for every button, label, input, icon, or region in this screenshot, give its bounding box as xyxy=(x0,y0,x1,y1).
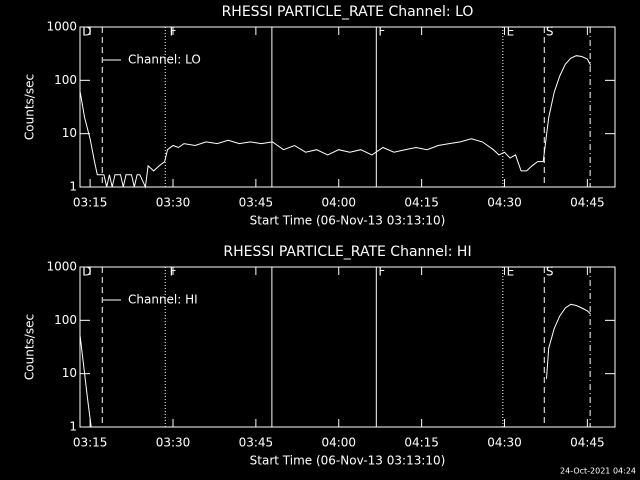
x-tick-label: 03:15 xyxy=(73,196,108,210)
y-tick-label: 100 xyxy=(54,73,77,87)
x-tick-label: 04:45 xyxy=(570,436,605,450)
y-axis-label: Counts/sec xyxy=(23,314,37,380)
x-tick-label: 03:45 xyxy=(239,196,274,210)
y-tick-label: 10 xyxy=(62,366,77,380)
y-tick-label: 1000 xyxy=(46,20,77,34)
x-axis-label: Start Time (06-Nov-13 03:13:10) xyxy=(250,454,446,468)
data-line xyxy=(79,336,92,428)
event-label: F xyxy=(378,265,385,279)
event-label: F xyxy=(170,265,177,279)
legend-label: Channel: HI xyxy=(128,293,198,307)
event-label: S xyxy=(546,265,554,279)
event-label: F xyxy=(170,25,177,39)
y-axis-label: Counts/sec xyxy=(23,74,37,140)
x-tick-label: 03:30 xyxy=(156,196,191,210)
y-tick-label: 100 xyxy=(54,313,77,327)
event-label: E xyxy=(507,265,515,279)
x-tick-label: 04:45 xyxy=(570,196,605,210)
event-label: D xyxy=(82,265,91,279)
y-tick-label: 1 xyxy=(69,420,77,434)
event-label: E xyxy=(507,25,515,39)
event-label: S xyxy=(546,25,554,39)
x-tick-label: 04:00 xyxy=(321,436,356,450)
footer: 24-Oct-2021 04:24 xyxy=(560,467,636,476)
y-tick-label: 1 xyxy=(69,180,77,194)
chart-title: RHESSI PARTICLE_RATE Channel: LO xyxy=(222,4,474,20)
event-label: D xyxy=(82,25,91,39)
x-tick-label: 04:15 xyxy=(404,196,439,210)
y-tick-label: 1000 xyxy=(46,260,77,274)
x-tick-label: 04:30 xyxy=(487,436,522,450)
x-tick-label: 04:15 xyxy=(404,436,439,450)
x-axis-label: Start Time (06-Nov-13 03:13:10) xyxy=(250,214,446,228)
chart-title: RHESSI PARTICLE_RATE Channel: HI xyxy=(223,244,471,260)
x-tick-label: 04:30 xyxy=(487,196,522,210)
x-tick-label: 03:45 xyxy=(239,436,274,450)
legend-label: Channel: LO xyxy=(128,53,201,67)
y-tick-label: 10 xyxy=(62,126,77,140)
plot-frame xyxy=(79,266,616,428)
x-tick-label: 04:00 xyxy=(321,196,356,210)
x-tick-label: 03:30 xyxy=(156,436,191,450)
x-tick-label: 03:15 xyxy=(73,436,108,450)
plot-frame xyxy=(79,26,616,188)
event-label: F xyxy=(378,25,385,39)
data-line xyxy=(79,55,592,189)
data-line xyxy=(546,303,592,379)
